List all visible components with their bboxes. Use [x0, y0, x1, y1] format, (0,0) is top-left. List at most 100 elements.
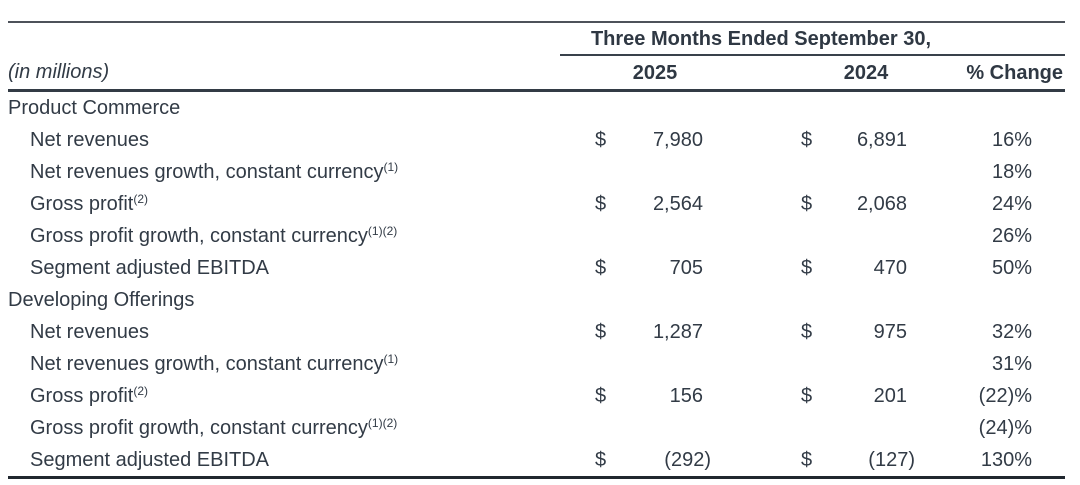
table-row: Net revenues $1,287 $975 32% [8, 316, 1065, 348]
footnote-superscript: (1)(2) [367, 416, 398, 430]
value-2025: 2,564 [652, 193, 703, 215]
column-header-2024: 2024 [713, 55, 915, 92]
table-row: Gross profit growth, constant currency(1… [8, 412, 1065, 444]
value-2024: 201 [873, 385, 907, 407]
currency-symbol-2025: $ [595, 193, 607, 215]
currency-symbol-2025: $ [595, 129, 607, 151]
currency-symbol-2025 [560, 412, 608, 444]
section-row: Developing Offerings [8, 284, 1065, 316]
value-2024: 6,891 [856, 129, 907, 151]
currency-symbol-2024: $ [801, 193, 813, 215]
currency-symbol-2024: $ [801, 129, 813, 151]
table-row: Segment adjusted EBITDA $705 $470 50% [8, 252, 1065, 284]
value-percent-change: 16% [992, 129, 1033, 151]
value-percent-change: 26% [992, 225, 1033, 247]
value-2024: 2,068 [856, 193, 907, 215]
section-row: Product Commerce [8, 91, 1065, 125]
table-row: Segment adjusted EBITDA $ (292) $ (127) 130% [8, 444, 1066, 479]
row-label: Net revenues growth, constant currency(1… [8, 156, 560, 188]
section-title: Developing Offerings [8, 289, 195, 311]
value-2025: 156 [669, 385, 703, 407]
period-header-row: Three Months Ended September 30, [8, 22, 1066, 56]
column-header-percent-change: % Change [915, 55, 1066, 92]
currency-symbol-2025 [560, 348, 608, 380]
currency-symbol-2025: $ [595, 321, 607, 343]
value-2025 [608, 156, 713, 188]
row-label: Net revenues [8, 124, 560, 156]
value-2025 [608, 348, 713, 380]
value-2024 [811, 412, 915, 444]
row-label: Gross profit(2) [8, 188, 560, 220]
table-row: Gross profit(2) $2,564 $2,068 24% [8, 188, 1065, 220]
value-percent-change: 18% [992, 161, 1033, 183]
table-body: Product Commerce Net revenues $7,980 $6,891… [8, 91, 1066, 479]
footnote-superscript: (2) [133, 192, 149, 206]
row-label: Net revenues [8, 316, 560, 348]
value-2024: (127) [811, 444, 915, 479]
unit-label: (in millions) [8, 55, 560, 92]
row-label-text: Gross profit [30, 385, 134, 407]
currency-symbol-2024: $ [801, 385, 813, 407]
column-header-2025: 2025 [560, 55, 713, 92]
table-row: Gross profit(2) $156 $201 (22)% [8, 380, 1065, 412]
value-percent-change: (22)% [978, 385, 1033, 407]
footnote-superscript: (1) [383, 352, 399, 366]
row-label-text: Net revenues [30, 129, 149, 151]
value-percent-change: 24% [992, 193, 1033, 215]
row-label-text: Gross profit [30, 193, 134, 215]
row-label: Gross profit growth, constant currency(1… [8, 412, 560, 444]
table-row: Gross profit growth, constant currency(1… [8, 220, 1065, 252]
segment-results-sheet: Three Months Ended September 30, (in mil… [8, 21, 1066, 479]
value-2024: 975 [873, 321, 907, 343]
currency-symbol-2025 [560, 220, 608, 252]
value-2024 [811, 156, 915, 188]
period-header-spacer [8, 22, 560, 55]
column-header-row: (in millions) 2025 2024 % Change [8, 55, 1066, 92]
footnote-superscript: (1)(2) [367, 224, 398, 238]
table-row: Net revenues growth, constant currency(1… [8, 156, 1065, 188]
value-2025: 1,287 [652, 321, 703, 343]
row-label-text: Net revenues [30, 321, 149, 343]
value-percent-change: 31% [992, 353, 1033, 375]
currency-symbol-2024: $ [801, 321, 813, 343]
row-label: Segment adjusted EBITDA [8, 444, 560, 479]
currency-symbol-2024 [713, 156, 811, 188]
value-2024 [811, 348, 915, 380]
currency-symbol-2024 [713, 220, 811, 252]
table-row: Net revenues growth, constant currency(1… [8, 348, 1065, 380]
row-label-text: Gross profit growth, constant currency [30, 225, 368, 247]
row-label: Gross profit growth, constant currency(1… [8, 220, 560, 252]
row-label: Gross profit(2) [8, 380, 560, 412]
currency-symbol-2025: $ [595, 385, 607, 407]
value-percent-change: 50% [992, 257, 1033, 279]
value-2025: 7,980 [652, 129, 703, 151]
footnote-superscript: (1) [383, 160, 399, 174]
row-label-text: Segment adjusted EBITDA [30, 257, 270, 279]
value-2025 [608, 412, 713, 444]
row-label-text: Net revenues growth, constant currency [30, 161, 384, 183]
row-label-text: Gross profit growth, constant currency [30, 417, 368, 439]
table-row: Net revenues $7,980 $6,891 16% [8, 124, 1065, 156]
section-title: Product Commerce [8, 97, 181, 119]
row-label: Net revenues growth, constant currency(1… [8, 348, 560, 380]
value-percent-change: 32% [992, 321, 1033, 343]
segment-results-table: Three Months Ended September 30, (in mil… [8, 21, 1066, 479]
currency-symbol-2024 [713, 348, 811, 380]
currency-symbol-2025: $ [560, 444, 608, 479]
value-2025: (292) [608, 444, 713, 479]
currency-symbol-2025 [560, 156, 608, 188]
row-label: Segment adjusted EBITDA [8, 252, 560, 284]
value-2025 [608, 220, 713, 252]
row-label-text: Segment adjusted EBITDA [30, 449, 270, 471]
value-2024: 470 [873, 257, 907, 279]
value-2024 [811, 220, 915, 252]
currency-symbol-2024: $ [713, 444, 812, 479]
currency-symbol-2025: $ [595, 257, 607, 279]
period-header: Three Months Ended September 30, [560, 22, 1066, 56]
row-label-text: Net revenues growth, constant currency [30, 353, 384, 375]
footnote-superscript: (2) [133, 384, 149, 398]
value-percent-change: (24)% [978, 417, 1033, 439]
value-2025: 705 [669, 257, 703, 279]
currency-symbol-2024 [713, 412, 811, 444]
currency-symbol-2024: $ [801, 257, 813, 279]
